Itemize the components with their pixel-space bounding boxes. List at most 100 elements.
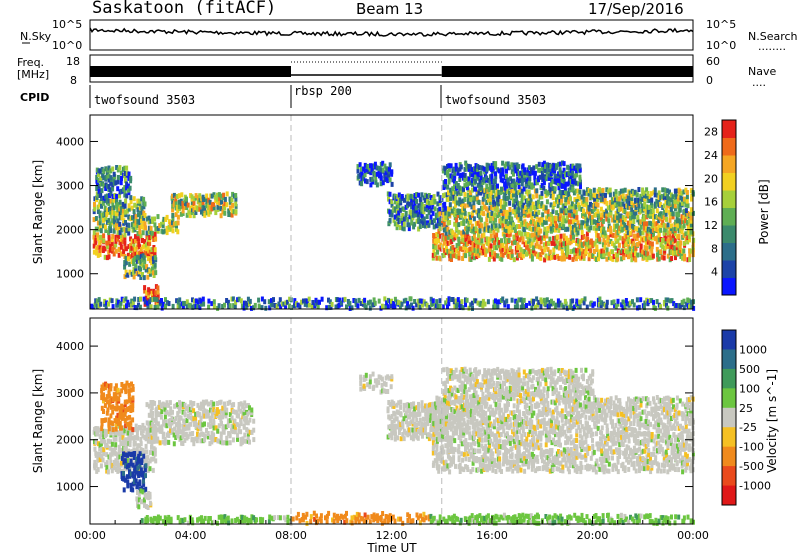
echo-cell (598, 249, 602, 255)
echo-cell (120, 388, 124, 394)
echo-cell (142, 275, 146, 281)
echo-cell (580, 246, 584, 252)
echo-cell (422, 299, 426, 305)
echo-cell (165, 225, 169, 231)
echo-cell (306, 298, 310, 304)
echo-cell (542, 185, 546, 191)
echo-cell (108, 297, 112, 303)
echo-cell (103, 205, 107, 211)
echo-cell (121, 201, 125, 207)
echo-cell (543, 219, 546, 225)
echo-cell (668, 204, 672, 210)
echo-cell (584, 215, 588, 221)
echo-cell (402, 207, 406, 212)
echo-cell (138, 229, 142, 235)
echo-cell (119, 233, 123, 239)
echo-cell (474, 238, 478, 244)
echo-cell (562, 233, 566, 239)
echo-cell (107, 233, 111, 239)
echo-cell (389, 384, 393, 390)
echo-cell (448, 256, 452, 262)
echo-cell (438, 303, 442, 309)
echo-cell (278, 297, 282, 303)
echo-cell (122, 471, 125, 476)
echo-cell (94, 438, 98, 444)
echo-cell (248, 301, 251, 307)
echo-cell (639, 236, 643, 242)
echo-cell (453, 425, 457, 431)
echo-cell (429, 433, 433, 439)
echo-cell (93, 446, 97, 452)
echo-cell (465, 218, 469, 224)
echo-cell (636, 215, 640, 220)
echo-cell (648, 231, 652, 237)
echo-cell (689, 229, 693, 235)
echo-cell (139, 246, 143, 252)
echo-cell (573, 222, 577, 228)
echo-cell (471, 181, 474, 187)
echo-cell (462, 241, 466, 247)
echo-cell (465, 297, 469, 303)
echo-cell (114, 225, 118, 231)
echo-cell (519, 216, 523, 221)
echo-cell (210, 409, 214, 415)
echo-cell (517, 184, 521, 190)
echo-cell (621, 201, 625, 207)
echo-cell (130, 245, 134, 251)
echo-cell (120, 474, 124, 479)
echo-cell (583, 190, 587, 196)
echo-cell (444, 166, 448, 172)
echo-cell (164, 303, 167, 309)
echo-cell (653, 226, 657, 231)
echo-cell (464, 456, 468, 462)
echo-cell (458, 208, 462, 214)
echo-cell (147, 225, 151, 231)
echo-cell (638, 227, 642, 233)
echo-cell (605, 216, 609, 222)
echo-cell (169, 226, 173, 232)
echo-cell (514, 212, 518, 218)
echo-cell (132, 218, 136, 224)
echo-cell (447, 404, 451, 410)
echo-cell (477, 208, 481, 214)
echo-cell (556, 177, 560, 183)
radar-site-title: Saskatoon (fitACF) (92, 0, 277, 18)
echo-cell (669, 235, 673, 241)
echo-cell (143, 201, 147, 207)
echo-cell (195, 438, 199, 444)
echo-cell (557, 171, 561, 177)
echo-cell (109, 175, 113, 181)
echo-cell (571, 170, 575, 176)
echo-cell (524, 205, 528, 211)
echo-cell (433, 413, 437, 419)
echo-cell (426, 417, 430, 423)
echo-cell (481, 298, 485, 304)
echo-cell (441, 436, 445, 442)
echo-cell (669, 192, 673, 198)
echo-cell (562, 193, 566, 199)
echo-cell (637, 187, 641, 192)
echo-cell (427, 407, 431, 413)
echo-cell (621, 215, 625, 221)
echo-cell (130, 205, 134, 211)
echo-cell (128, 261, 132, 267)
echo-cell (489, 216, 493, 221)
echo-cell (657, 214, 661, 220)
echo-cell (506, 304, 510, 310)
echo-cell (639, 208, 643, 214)
echo-cell (148, 466, 152, 472)
echo-cell (439, 242, 443, 248)
echo-cell (404, 210, 408, 216)
echo-cell (223, 196, 227, 202)
echo-cell (387, 196, 390, 202)
echo-cell (120, 176, 123, 181)
echo-cell (498, 242, 502, 248)
echo-cell (605, 187, 609, 193)
echo-cell (441, 304, 445, 310)
echo-cell (523, 170, 527, 176)
echo-cell (318, 299, 321, 305)
echo-cell (401, 220, 405, 226)
echo-cell (600, 228, 603, 233)
echo-cell (483, 169, 487, 175)
echo-cell (496, 213, 500, 219)
